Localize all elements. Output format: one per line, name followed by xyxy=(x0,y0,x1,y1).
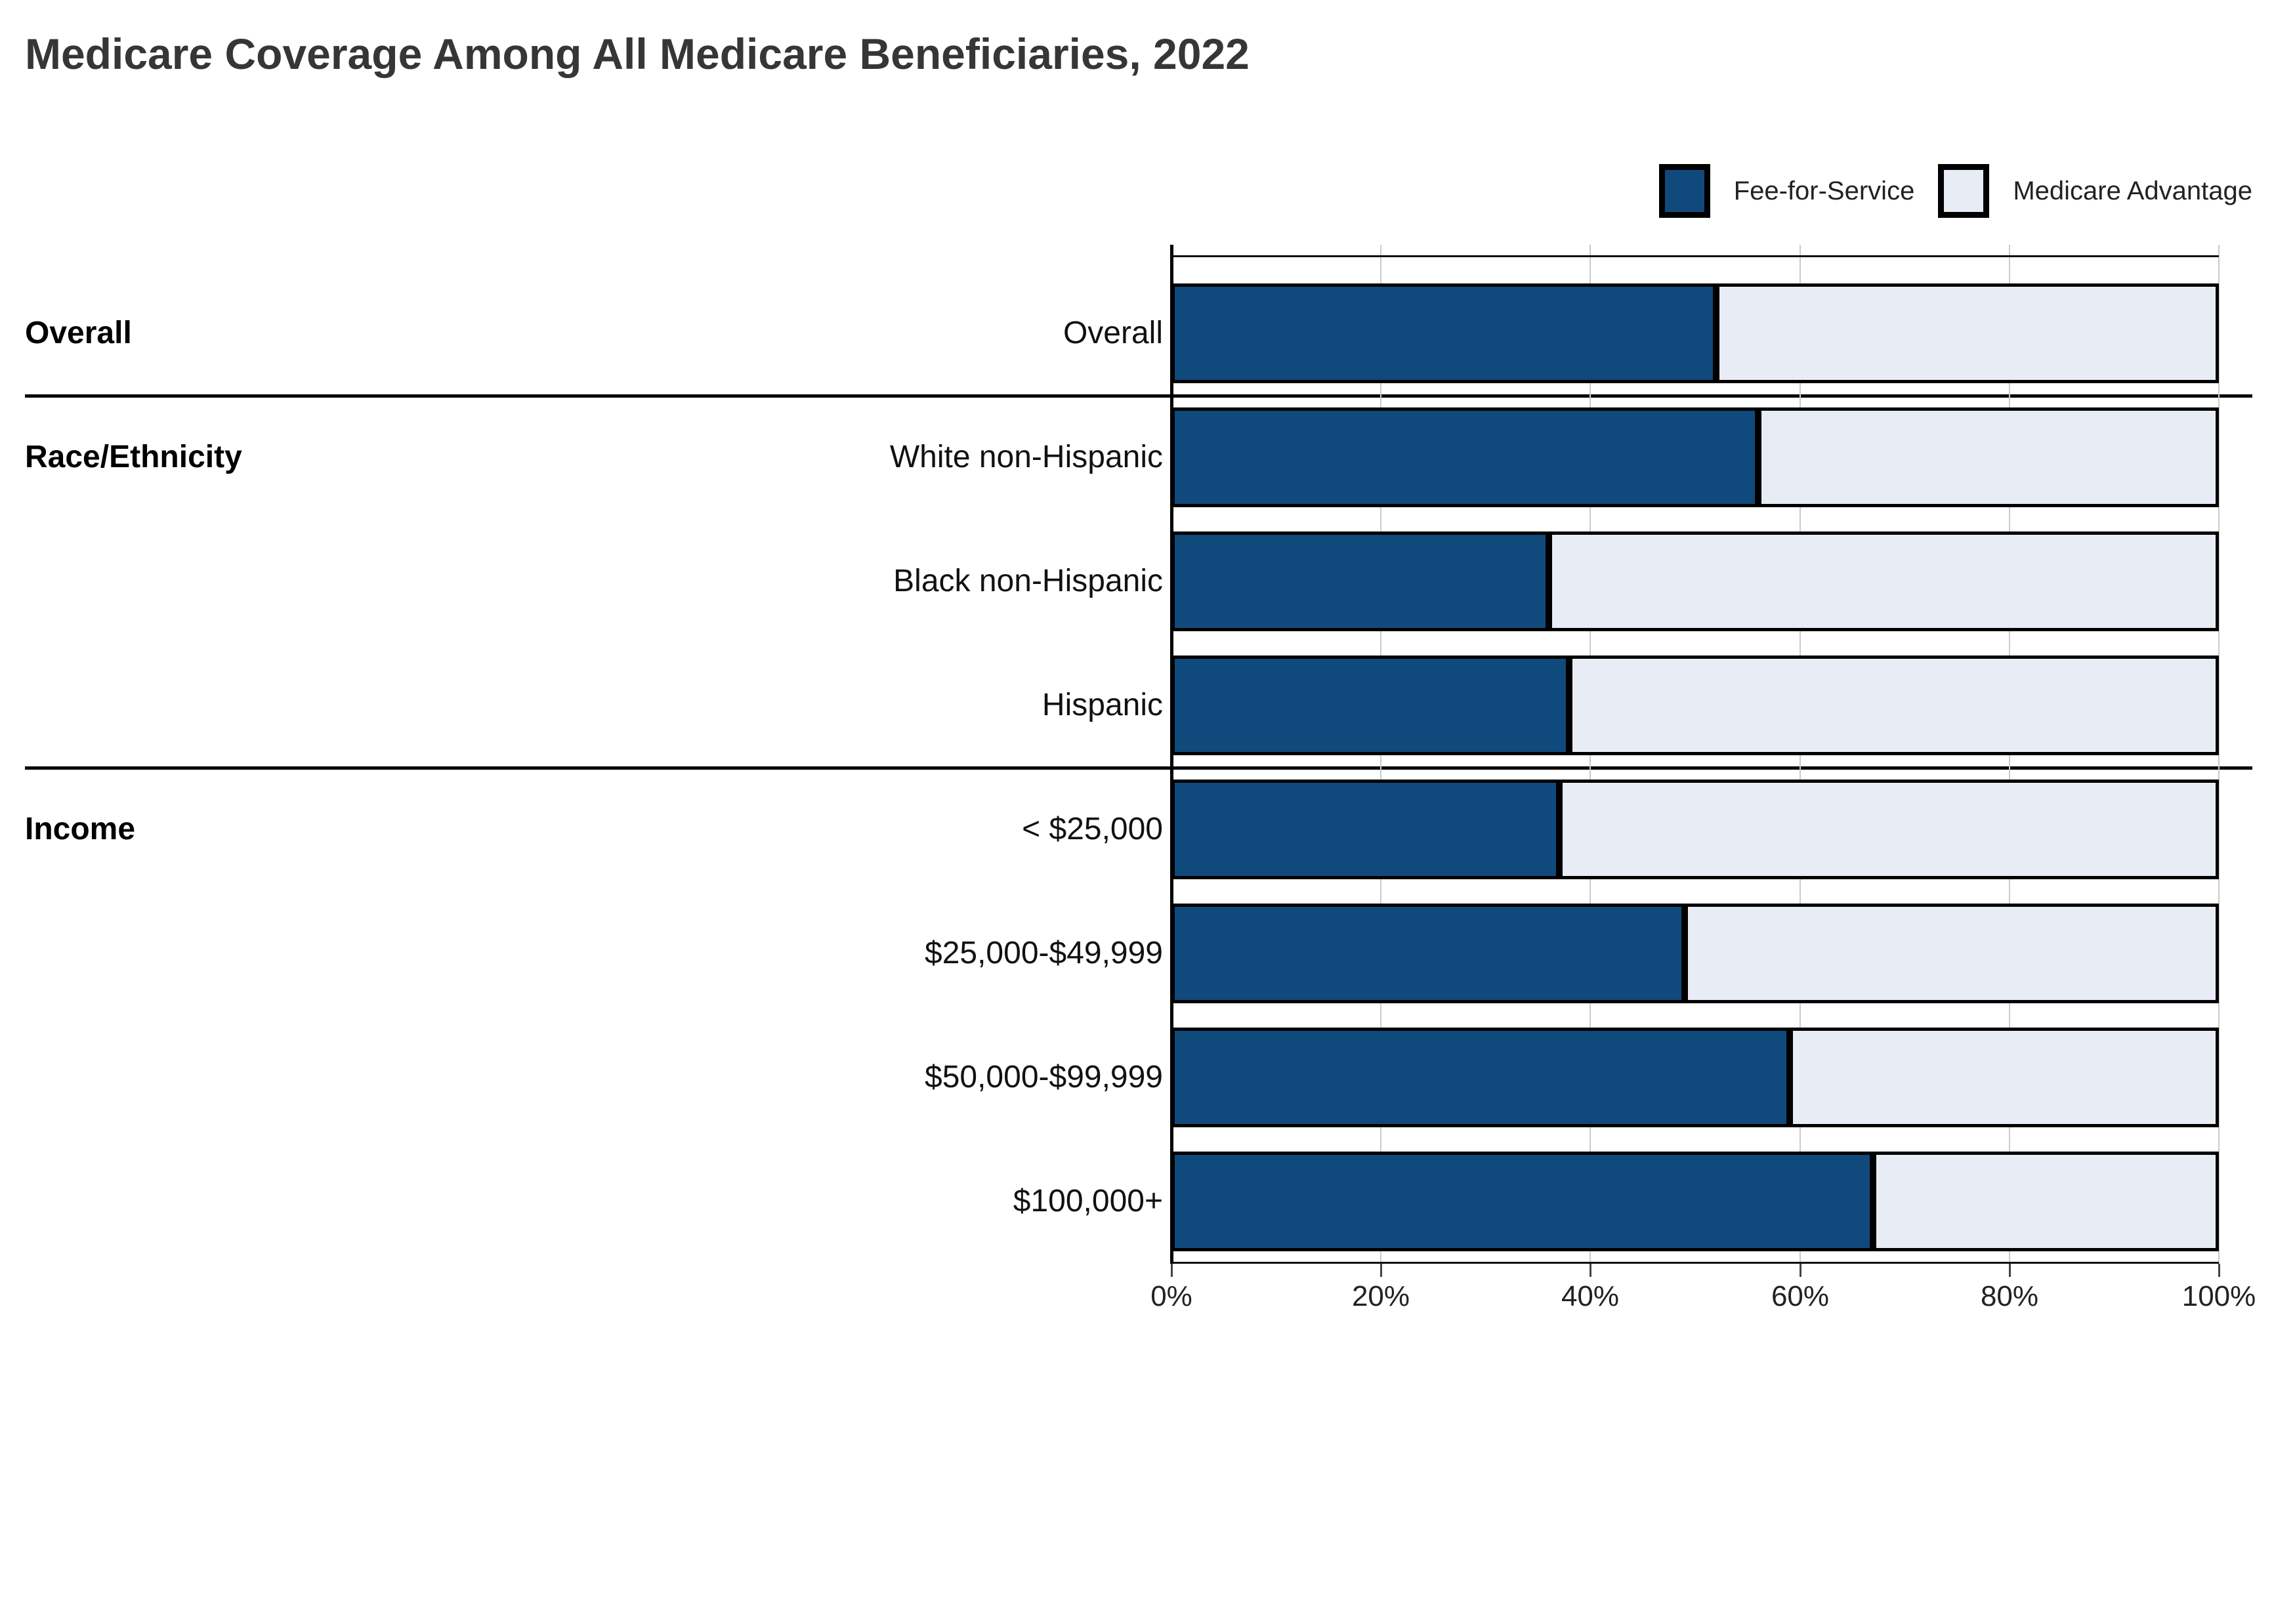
group-label-overall: Overall xyxy=(25,316,132,350)
category-label: < $25,000 xyxy=(1022,812,1163,846)
plot-top-rule xyxy=(1171,255,2219,257)
x-axis-tick-100 xyxy=(2218,1264,2220,1277)
x-axis-tick-60 xyxy=(1800,1264,1801,1277)
bar-segment-medicare-advantage xyxy=(1789,1028,2219,1127)
bar-row xyxy=(1171,283,2219,383)
bar-segment-fee-for-service xyxy=(1171,1028,1790,1127)
x-axis-tick-label: 80% xyxy=(1980,1280,2039,1312)
legend-label-medicare-advantage: Medicare Advantage xyxy=(2013,176,2252,205)
category-label: White non-Hispanic xyxy=(889,440,1163,474)
x-axis-tick-label: 0% xyxy=(1150,1280,1192,1312)
bar-segment-fee-for-service xyxy=(1171,656,1570,755)
bar-row xyxy=(1171,780,2219,879)
x-axis-tick-label: 40% xyxy=(1561,1280,1620,1312)
bar-segment-medicare-advantage xyxy=(1758,407,2219,507)
category-label: Overall xyxy=(1063,316,1163,350)
category-label: $50,000-$99,999 xyxy=(925,1060,1163,1094)
category-label: $100,000+ xyxy=(1013,1184,1163,1218)
x-axis-tick-20 xyxy=(1380,1264,1382,1277)
x-axis-tick-0 xyxy=(1171,1264,1173,1277)
category-label: $25,000-$49,999 xyxy=(925,936,1163,970)
bar-segment-fee-for-service xyxy=(1171,407,1758,507)
group-label-race-ethnicity: Race/Ethnicity xyxy=(25,440,242,474)
bar-row xyxy=(1171,531,2219,631)
bar-segment-fee-for-service xyxy=(1171,780,1559,879)
legend: Fee-for-Service Medicare Advantage xyxy=(1658,164,2252,218)
x-axis-line xyxy=(1171,1262,2219,1264)
chart-title: Medicare Coverage Among All Medicare Ben… xyxy=(25,30,1250,78)
bar-segment-medicare-advantage xyxy=(1873,1152,2219,1251)
x-axis-tick-80 xyxy=(2009,1264,2011,1277)
bar-row xyxy=(1171,656,2219,755)
group-separator xyxy=(25,766,2252,770)
bar-row xyxy=(1171,1152,2219,1251)
bar-row xyxy=(1171,904,2219,1003)
bar-segment-fee-for-service xyxy=(1171,531,1549,631)
bar-segment-medicare-advantage xyxy=(1716,283,2219,383)
gridline-100 xyxy=(2218,245,2220,1264)
legend-item-fee-for-service: Fee-for-Service xyxy=(1658,164,1915,218)
legend-swatch-medicare-advantage xyxy=(1938,164,1990,218)
bar-segment-medicare-advantage xyxy=(1685,904,2219,1003)
bar-segment-medicare-advantage xyxy=(1559,780,2219,879)
legend-swatch-fee-for-service xyxy=(1658,164,1710,218)
bar-segment-medicare-advantage xyxy=(1548,531,2219,631)
legend-item-medicare-advantage: Medicare Advantage xyxy=(1938,164,2252,218)
x-axis-tick-label: 100% xyxy=(2181,1280,2256,1312)
bar-row xyxy=(1171,1028,2219,1127)
x-axis-tick-label: 20% xyxy=(1351,1280,1410,1312)
group-separator xyxy=(25,394,2252,398)
legend-label-fee-for-service: Fee-for-Service xyxy=(1733,176,1915,205)
category-label: Hispanic xyxy=(1042,688,1163,722)
plot-area: 0% 20% 40% 60% 80% 100% xyxy=(1150,245,2256,1312)
group-label-income: Income xyxy=(25,812,136,846)
bar-segment-fee-for-service xyxy=(1171,904,1685,1003)
category-label: Black non-Hispanic xyxy=(893,564,1163,598)
x-axis-tick-label: 60% xyxy=(1771,1280,1830,1312)
bar-segment-fee-for-service xyxy=(1171,283,1716,383)
bar-segment-medicare-advantage xyxy=(1569,656,2219,755)
x-axis-tick-40 xyxy=(1590,1264,1591,1277)
bar-row xyxy=(1171,407,2219,507)
bar-segment-fee-for-service xyxy=(1171,1152,1874,1251)
